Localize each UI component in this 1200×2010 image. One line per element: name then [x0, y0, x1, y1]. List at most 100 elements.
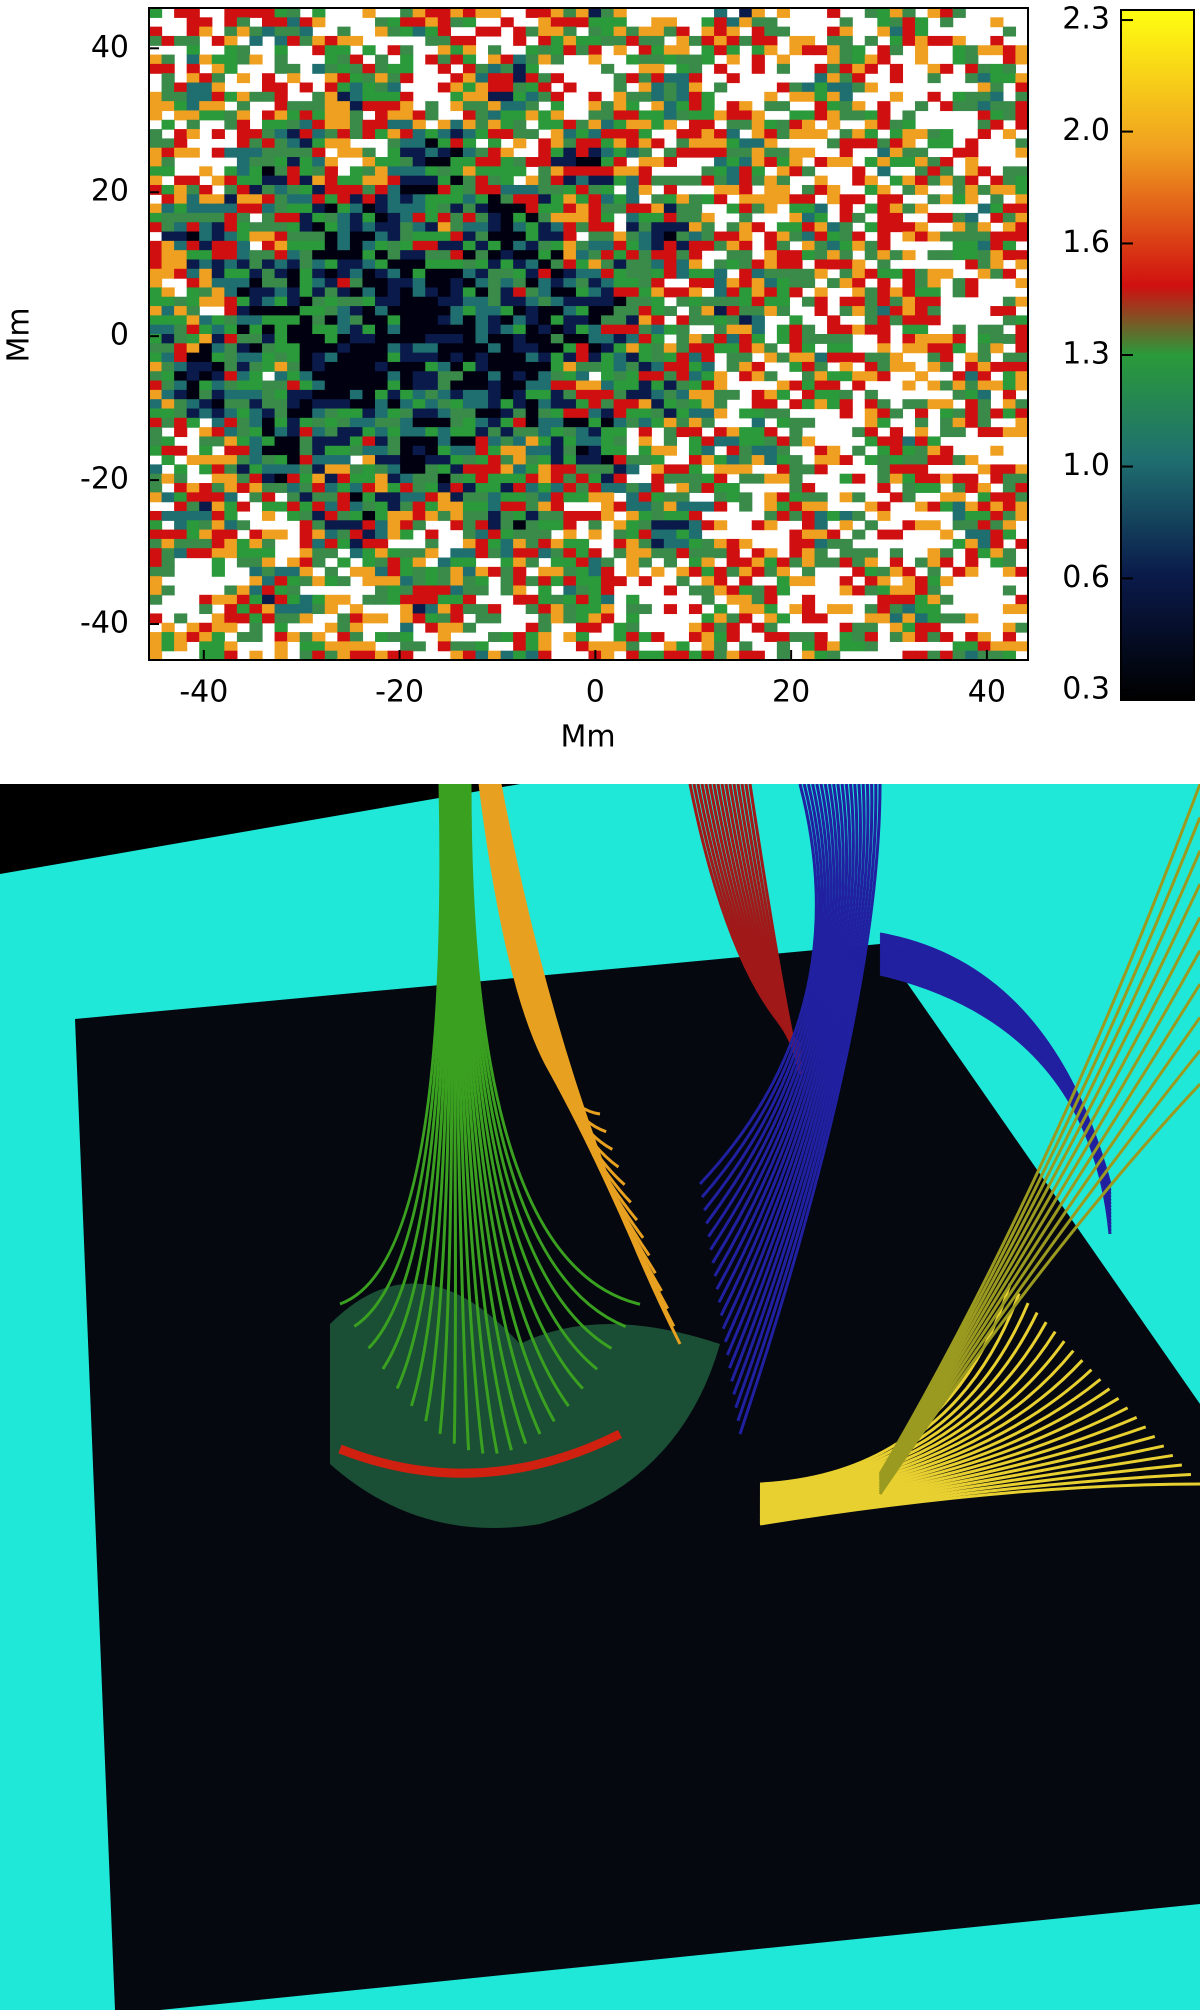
- heatmap-cell: [601, 557, 615, 568]
- heatmap-cell: [211, 529, 225, 540]
- heatmap-cell: [613, 278, 627, 289]
- heatmap-cell: [626, 408, 640, 419]
- heatmap-cell: [789, 222, 803, 233]
- heatmap-cell: [827, 510, 841, 521]
- heatmap-cell: [839, 334, 853, 344]
- heatmap-cell: [764, 594, 778, 605]
- heatmap-cell: [249, 175, 263, 186]
- heatmap-cell: [977, 352, 991, 363]
- heatmap-cell: [977, 91, 991, 102]
- heatmap-cell: [224, 343, 238, 354]
- heatmap-cell: [400, 604, 414, 615]
- heatmap-cell: [224, 175, 238, 186]
- heatmap-cell: [776, 240, 791, 251]
- heatmap-cell: [488, 427, 502, 438]
- heatmap-cell: [236, 380, 251, 391]
- heatmap-cell: [676, 343, 690, 354]
- heatmap-cell: [714, 343, 728, 354]
- heatmap-cell: [437, 566, 451, 577]
- heatmap-cell: [714, 427, 728, 438]
- heatmap-cell: [676, 483, 690, 493]
- heatmap-cell: [174, 82, 188, 93]
- heatmap-cell: [651, 26, 665, 37]
- heatmap-cell: [425, 427, 439, 438]
- heatmap-cell: [651, 510, 665, 521]
- heatmap-cell: [977, 380, 991, 391]
- heatmap-cell: [801, 483, 816, 493]
- heatmap-cell: [651, 278, 665, 289]
- heatmap-cell: [450, 445, 464, 456]
- heatmap-cell: [538, 455, 552, 465]
- heatmap-cell: [249, 566, 263, 577]
- heatmap-cell: [349, 231, 364, 242]
- heatmap-cell: [186, 632, 200, 642]
- heatmap-cell: [676, 538, 690, 549]
- heatmap-cell: [852, 427, 866, 438]
- heatmap-cell: [601, 501, 615, 512]
- heatmap-cell: [927, 334, 941, 344]
- heatmap-cell: [362, 538, 376, 549]
- heatmap-cell: [149, 138, 163, 149]
- heatmap-cell: [701, 650, 715, 660]
- heatmap-cell: [525, 492, 539, 503]
- heatmap-cell: [990, 464, 1004, 475]
- heatmap-cell: [513, 371, 527, 382]
- heatmap-cell: [776, 278, 791, 289]
- heatmap-cell: [676, 63, 690, 74]
- heatmap-cell: [952, 287, 966, 298]
- heatmap-cell: [902, 287, 916, 298]
- heatmap-cell: [462, 566, 477, 577]
- heatmap-cell: [563, 594, 577, 605]
- heatmap-cell: [927, 445, 941, 456]
- heatmap-cell: [475, 483, 489, 493]
- heatmap-cell: [601, 380, 615, 391]
- heatmap-cell: [701, 268, 715, 279]
- heatmap-cell: [349, 492, 364, 503]
- heatmap-cell: [626, 650, 640, 660]
- heatmap-cell: [161, 101, 175, 112]
- heatmap-cell: [274, 8, 288, 18]
- heatmap-cell: [475, 538, 489, 549]
- heatmap-cell: [211, 287, 225, 298]
- heatmap-cell: [362, 296, 376, 307]
- heatmap-cell: [174, 35, 188, 46]
- heatmap-cell: [714, 315, 728, 326]
- heatmap-cell: [462, 417, 477, 428]
- heatmap-cell: [676, 501, 690, 512]
- heatmap-cell: [462, 529, 477, 540]
- heatmap-cell: [287, 501, 301, 512]
- heatmap-cell: [262, 147, 276, 158]
- heatmap-cell: [199, 604, 213, 615]
- heatmap-cell: [626, 361, 640, 372]
- heatmap-cell: [714, 26, 728, 37]
- heatmap-cell: [513, 324, 527, 335]
- heatmap-cell: [801, 594, 816, 605]
- heatmap-cell: [914, 222, 929, 233]
- heatmap-cell: [538, 194, 552, 205]
- heatmap-cell: [387, 566, 401, 577]
- heatmap-cell: [990, 641, 1004, 652]
- heatmap-cell: [952, 324, 966, 335]
- heatmap-cell: [1002, 222, 1017, 233]
- heatmap-cell: [199, 455, 213, 465]
- heatmap-cell: [952, 427, 966, 438]
- heatmap-cell: [889, 175, 904, 186]
- heatmap-cell: [462, 147, 477, 158]
- heatmap-cell: [751, 26, 765, 37]
- heatmap-cell: [538, 296, 552, 307]
- heatmap-cell: [387, 306, 401, 316]
- heatmap-cell: [864, 203, 878, 214]
- heatmap-cell: [701, 17, 715, 28]
- heatmap-cell: [814, 650, 828, 660]
- heatmap-cell: [751, 548, 765, 559]
- heatmap-cell: [902, 473, 916, 484]
- heatmap-cell: [588, 54, 602, 65]
- heatmap-cell: [651, 455, 665, 465]
- heatmap-cell: [236, 138, 251, 149]
- heatmap-cell: [262, 417, 276, 428]
- heatmap-cell: [739, 557, 753, 568]
- heatmap-cell: [601, 604, 615, 615]
- heatmap-cell: [287, 427, 301, 438]
- heatmap-cell: [387, 501, 401, 512]
- heatmap-cell: [324, 278, 338, 289]
